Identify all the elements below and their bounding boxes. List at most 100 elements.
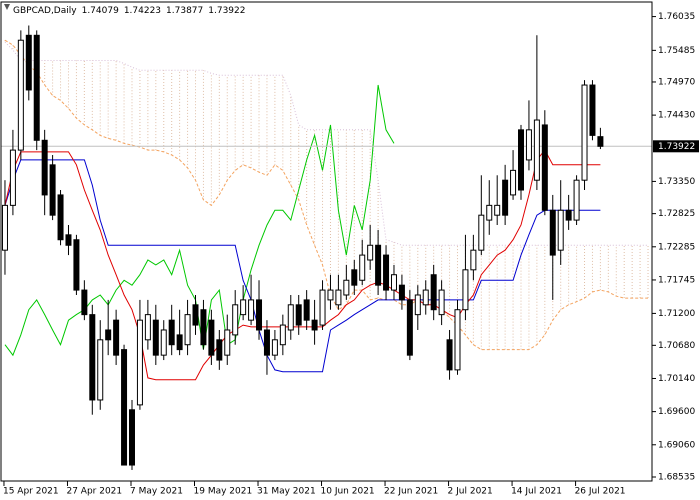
- x-tick-label: 19 May 2021: [194, 487, 253, 497]
- candle-body: [414, 294, 421, 316]
- candle-body: [478, 214, 485, 251]
- candle-body: [184, 314, 191, 346]
- candle-body: [398, 284, 405, 301]
- candle-body: [343, 279, 350, 296]
- candle-body: [462, 269, 469, 311]
- candle-body: [319, 289, 326, 326]
- chart-header: GBPCAD,Daily 1.74079 1.74223 1.73877 1.73922: [13, 6, 245, 16]
- x-tick-label: 10 Jun 2021: [321, 487, 375, 497]
- y-tick-label: 1.74430: [658, 111, 695, 121]
- candle-body: [367, 244, 374, 261]
- candle-body: [232, 304, 239, 336]
- candle-body: [581, 84, 588, 181]
- candle-body: [279, 324, 286, 346]
- candle-body: [359, 254, 366, 281]
- candle-body: [89, 314, 96, 401]
- y-tick-label: 1.71200: [658, 309, 695, 319]
- candle-body: [446, 339, 453, 371]
- price-tag: [653, 140, 699, 153]
- symbol-icon: [4, 4, 10, 10]
- candle-body: [144, 314, 151, 341]
- candle-body: [327, 289, 334, 301]
- candle-body: [248, 299, 255, 321]
- candle-body: [1, 204, 8, 251]
- candle-body: [176, 334, 183, 351]
- candle-body: [311, 319, 318, 331]
- candle-body: [597, 136, 604, 147]
- candle-body: [9, 149, 16, 206]
- y-tick-label: 1.76035: [658, 12, 695, 22]
- y-tick-label: 1.70680: [658, 341, 695, 351]
- candle-body: [128, 409, 135, 466]
- candle-body: [351, 269, 358, 286]
- candle-body: [335, 289, 342, 306]
- candle-body: [208, 319, 215, 356]
- indicator-line: [4, 159, 601, 373]
- y-tick-label: 1.70140: [658, 374, 695, 384]
- candle-body: [17, 39, 24, 151]
- candle-body: [303, 299, 310, 321]
- candle-body: [549, 209, 556, 256]
- candle-body: [525, 129, 532, 161]
- header-value: GBPCAD,Daily: [13, 6, 77, 16]
- candle-body: [438, 289, 445, 316]
- y-tick-label: 1.73350: [658, 177, 695, 187]
- candle-body: [287, 304, 294, 331]
- candle-body: [589, 84, 596, 136]
- candle-body: [152, 319, 159, 356]
- candle-body: [557, 209, 564, 251]
- candle-body: [81, 289, 88, 316]
- y-tick-label: 1.69060: [658, 440, 695, 450]
- indicator-line: [4, 149, 601, 381]
- candle-body: [390, 274, 397, 291]
- candle-body: [97, 339, 104, 401]
- plot-frame: [0, 1, 653, 482]
- candle-body: [502, 179, 509, 216]
- candle-body: [295, 304, 302, 326]
- price-tag-label: 1.73922: [658, 142, 695, 152]
- candle-body: [406, 299, 413, 356]
- x-tick-label: 2 Jul 2021: [448, 487, 493, 497]
- candle-body: [573, 179, 580, 221]
- y-tick-label: 1.69600: [658, 407, 695, 417]
- x-tick-label: 22 Jun 2021: [384, 487, 438, 497]
- indicator-line: [4, 84, 395, 357]
- header-value: 1.74079: [82, 6, 119, 16]
- candle-body: [533, 119, 540, 181]
- candle-body: [470, 249, 477, 271]
- candle-body: [105, 329, 112, 341]
- candle-body: [565, 209, 572, 221]
- candle-body: [216, 339, 223, 361]
- candle-body: [57, 194, 64, 241]
- header-value: 1.73922: [208, 6, 245, 16]
- y-tick-label: 1.75485: [658, 46, 695, 56]
- y-tick-label: 1.74970: [658, 77, 695, 87]
- x-tick-label: 7 May 2021: [130, 487, 183, 497]
- candle-body: [263, 329, 270, 356]
- candle-body: [41, 139, 48, 196]
- candle-body: [200, 309, 207, 346]
- candle-body: [25, 34, 32, 91]
- senkou-span-a: [4, 39, 648, 351]
- header-value: 1.74223: [124, 6, 161, 16]
- candle-body: [486, 204, 493, 221]
- candle-body: [168, 319, 175, 346]
- y-tick-label: 1.72825: [658, 209, 695, 219]
- candle-body: [256, 299, 263, 331]
- y-tick-label: 1.71745: [658, 275, 695, 285]
- candle-body: [113, 319, 120, 356]
- x-tick-label: 15 Apr 2021: [3, 487, 59, 497]
- x-tick-label: 27 Apr 2021: [66, 487, 122, 497]
- candle-body: [160, 329, 167, 356]
- senkou-span-b: [4, 41, 648, 246]
- candle-body: [518, 129, 525, 191]
- x-tick-label: 14 Jul 2021: [511, 487, 562, 497]
- x-tick-label: 26 Jul 2021: [575, 487, 626, 497]
- y-tick-label: 1.68535: [658, 473, 695, 483]
- candle-body: [192, 304, 199, 326]
- candle-body: [375, 244, 382, 286]
- candle-body: [121, 349, 128, 466]
- candle-body: [136, 319, 143, 406]
- candle-body: [383, 254, 390, 291]
